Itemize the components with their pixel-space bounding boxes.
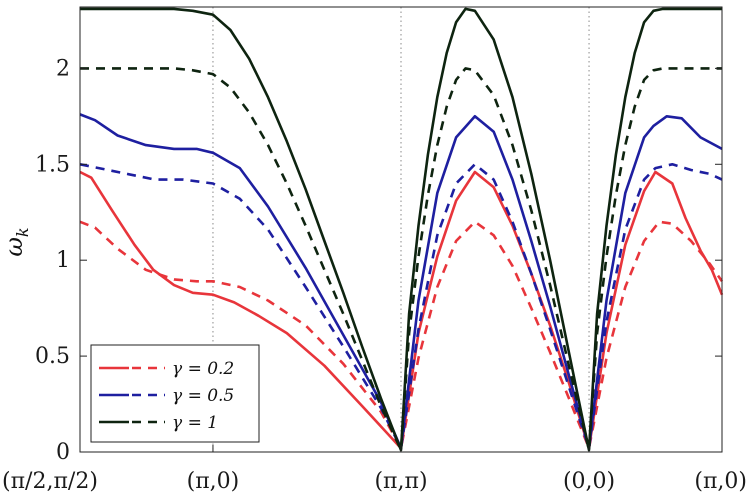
x-tick-label: (π,π): [374, 469, 427, 494]
series-line-5: [80, 67, 722, 452]
series-line-4: [80, 7, 722, 452]
y-axis-label: ωk: [0, 227, 32, 256]
x-tick-label: (π,0): [694, 469, 747, 494]
x-axis: (π/2,π/2) (π,0) (π,π) (0,0) (π,0): [2, 445, 747, 494]
series-layer: [79, 7, 724, 452]
y-tick-label: 0: [56, 440, 70, 465]
legend-label: γ = 0.5: [172, 386, 234, 406]
legend-box: [90, 344, 260, 443]
legend: γ = 0.2 γ = 0.5 γ = 1: [90, 344, 260, 443]
x-tick-label: (π/2,π/2): [2, 469, 98, 494]
legend-label: γ = 0.2: [172, 359, 234, 379]
x-tick-label: (0,0): [563, 469, 615, 494]
legend-label: γ = 1: [172, 413, 218, 433]
y-tick-label: 0.5: [35, 344, 70, 369]
y-tick-label: 1.5: [35, 152, 70, 177]
y-tick-label: 1: [56, 248, 70, 273]
series-line-0: [79, 170, 724, 450]
series-line-3: [79, 163, 723, 450]
y-tick-label: 2: [56, 56, 70, 81]
series-line-1: [79, 220, 724, 450]
series-line-2: [79, 113, 723, 450]
x-tick-label: (π,0): [187, 469, 240, 494]
y-axis: 0 0.5 1 1.5 2: [35, 56, 722, 465]
